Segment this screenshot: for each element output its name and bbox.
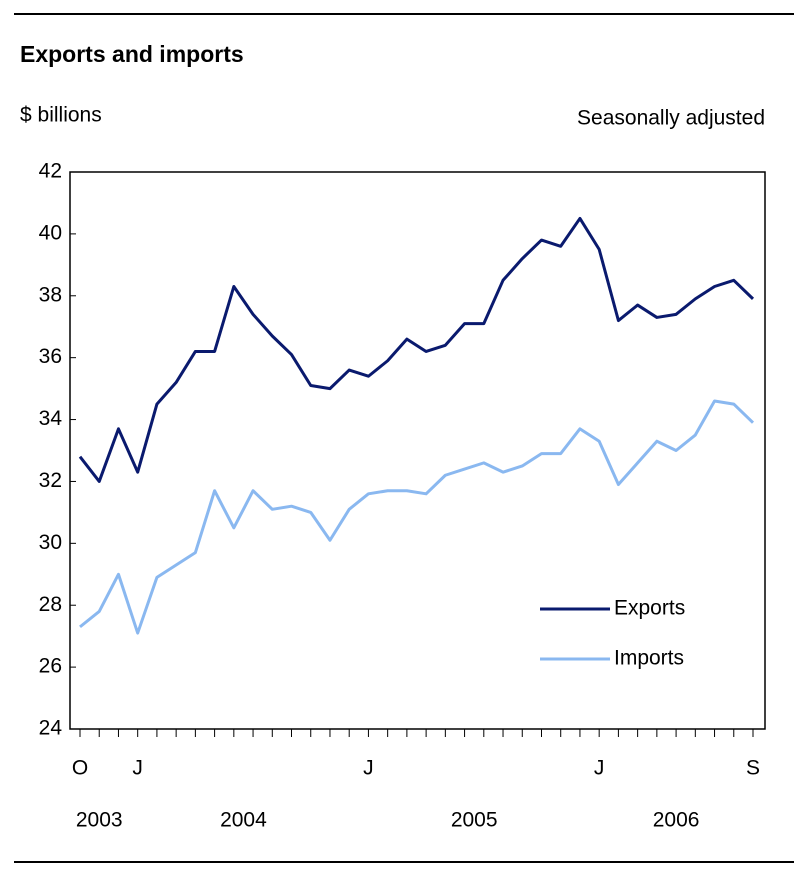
plot-frame [69,171,766,730]
note: Seasonally adjusted [577,107,765,130]
y-tick-label: 28 [39,593,62,616]
year-label: 2006 [653,809,700,832]
year-label: 2004 [220,809,267,832]
chart-title: Exports and imports [20,41,244,67]
y-tick-label: 24 [39,717,63,740]
y-tick-label: 30 [39,531,62,554]
y-axis-label: $ billions [20,104,102,127]
series-line [79,399,755,635]
y-tick-label: 26 [39,655,62,678]
x-tick-label: S [746,757,760,780]
legend-label: Exports [614,597,685,620]
x-tick-label: J [594,757,605,780]
y-tick-label: 34 [39,407,63,430]
y-tick-label: 32 [39,469,62,492]
series-line [78,216,755,483]
y-tick-label: 36 [39,345,62,368]
x-tick-label: O [72,757,88,780]
x-tick-label: J [363,757,374,780]
year-label: 2003 [76,809,123,832]
year-label: 2005 [451,809,498,832]
legend-label: Imports [614,647,684,670]
y-tick-label: 42 [39,160,62,183]
x-tick-label: J [132,757,143,780]
y-tick-label: 38 [39,283,62,306]
y-tick-label: 40 [39,221,62,244]
